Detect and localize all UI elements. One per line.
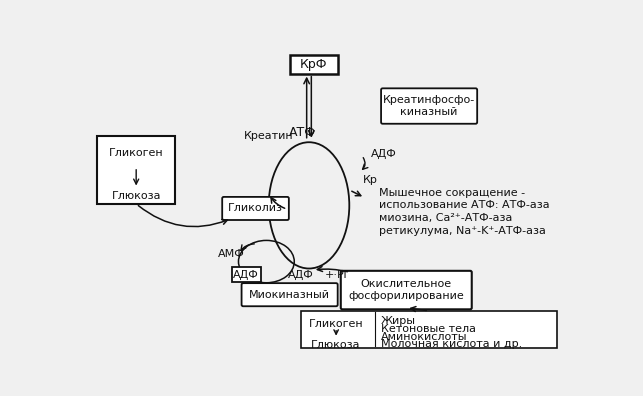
FancyBboxPatch shape [302,311,557,348]
FancyBboxPatch shape [222,197,289,220]
Text: АДФ: АДФ [371,149,397,159]
Text: Креатин: Креатин [244,131,293,141]
Text: АДФ: АДФ [288,270,314,280]
Text: Гликоген: Гликоген [309,318,363,329]
FancyBboxPatch shape [289,55,338,74]
Text: Жиры: Жиры [381,316,416,326]
Text: Креатинфосфо-
киназный: Креатинфосфо- киназный [383,95,475,117]
Text: Гликоген: Гликоген [109,148,163,158]
FancyBboxPatch shape [231,267,261,282]
FancyBboxPatch shape [381,88,477,124]
Text: Аминокислоты: Аминокислоты [381,332,467,342]
Text: Гликолиз: Гликолиз [228,204,283,213]
Text: АТФ: АТФ [289,126,316,139]
Text: АДФ: АДФ [233,270,259,280]
Text: Кр: Кр [363,175,378,185]
Text: Глюкоза: Глюкоза [311,340,361,350]
Text: АМФ: АМФ [218,249,245,259]
Text: Миокиназный: Миокиназный [249,290,330,300]
Text: +·Pi: +·Pi [325,270,347,280]
FancyBboxPatch shape [98,136,175,204]
Text: Окислительное
фосфорилирование: Окислительное фосфорилирование [349,279,464,301]
Text: Кетоновые тела: Кетоновые тела [381,324,476,334]
Text: Глюкоза: Глюкоза [111,191,161,201]
Text: Молочная кислота и др.: Молочная кислота и др. [381,339,522,349]
Text: Мышечное сокращение -
использование АТФ: АТФ-аза
миозина, Ca²⁺-АТФ-аза
ретикулум: Мышечное сокращение - использование АТФ:… [379,188,549,236]
FancyBboxPatch shape [341,271,472,309]
Text: КрФ: КрФ [300,58,327,71]
FancyBboxPatch shape [242,283,338,306]
